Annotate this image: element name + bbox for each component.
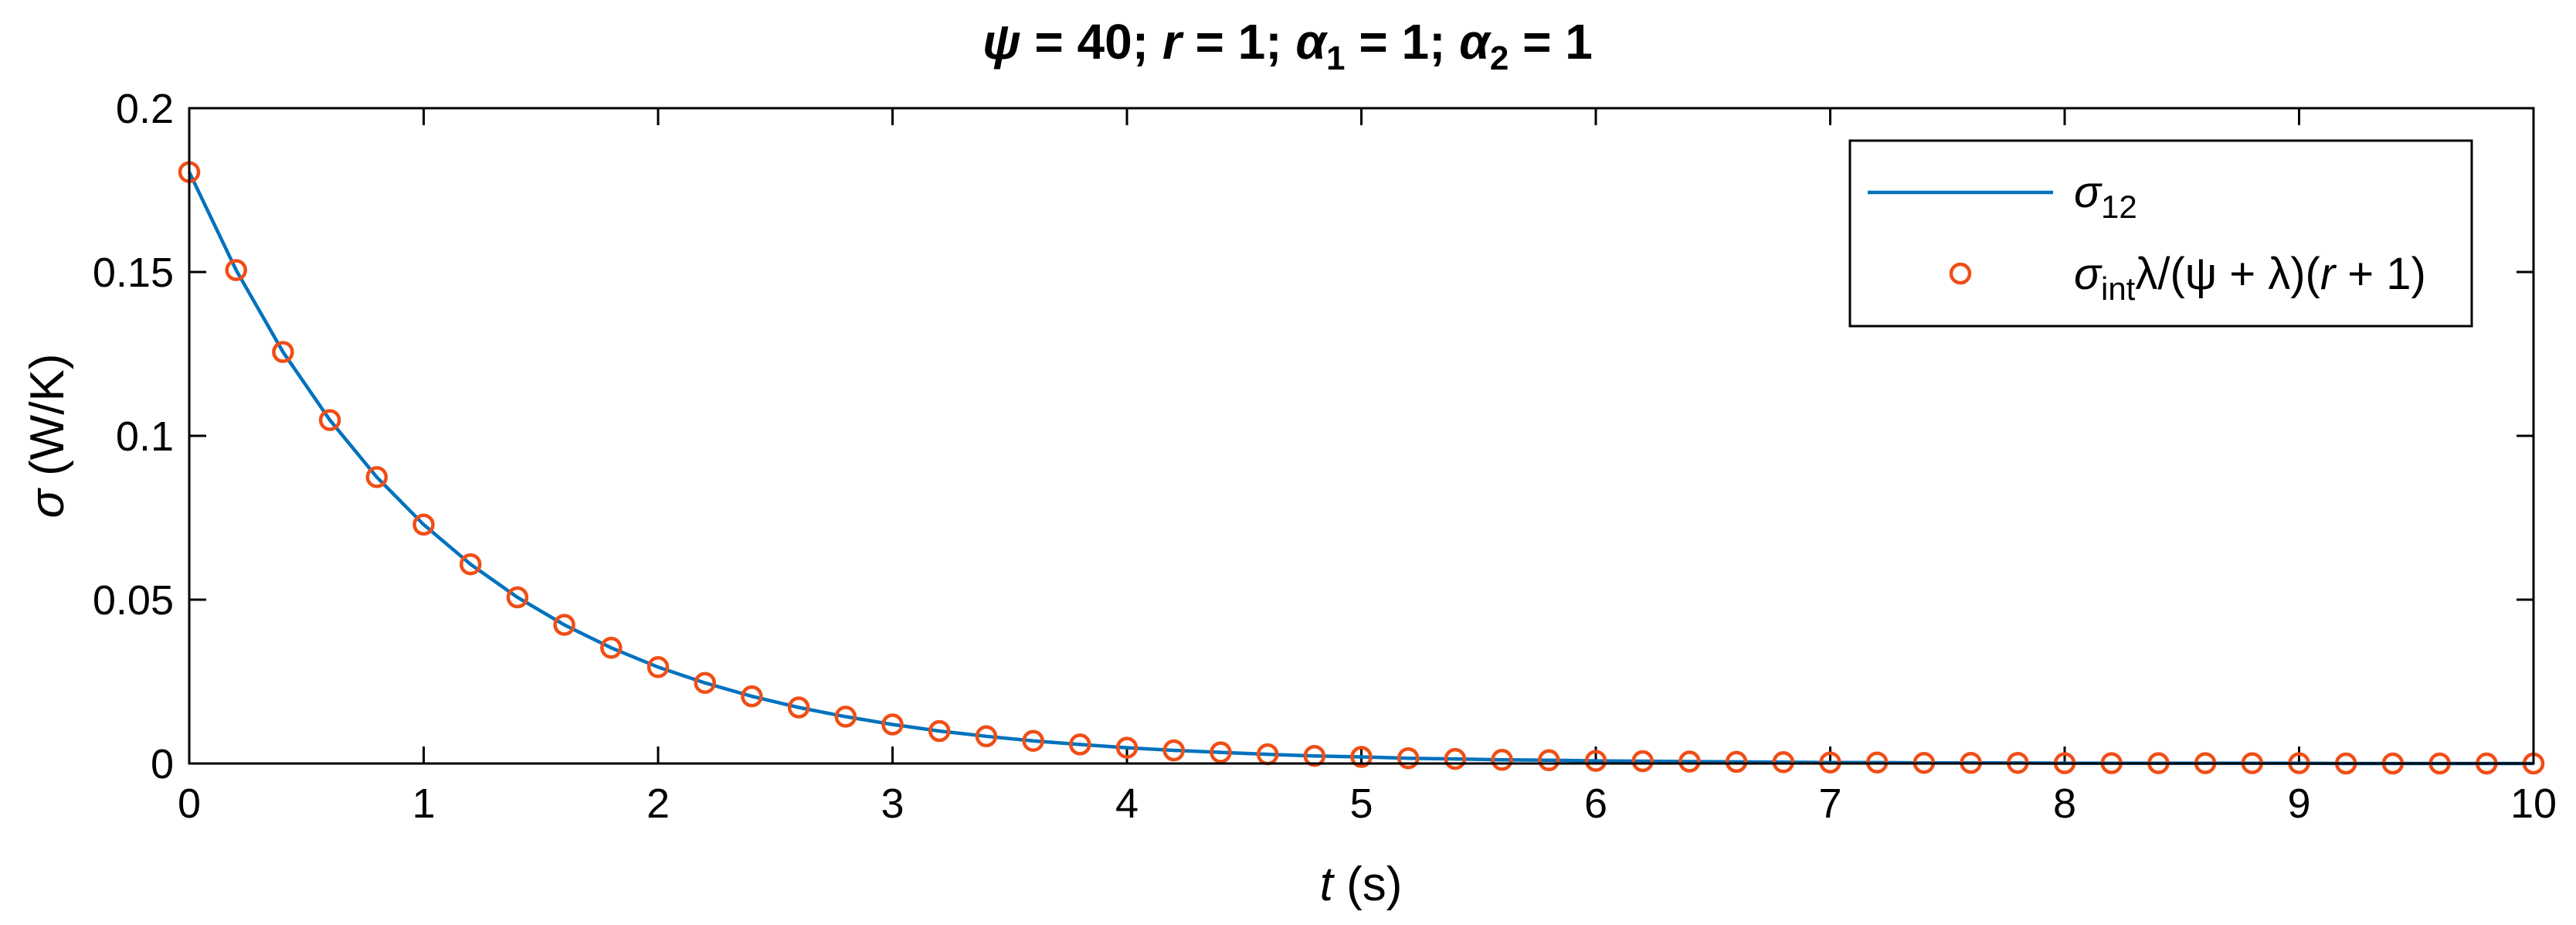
legend-box	[1848, 139, 2473, 328]
data-point	[1162, 739, 1185, 762]
data-point	[272, 341, 294, 363]
data-point	[1210, 741, 1232, 763]
y-axis-label: σ (W/K)	[21, 353, 74, 518]
data-point	[1115, 736, 1139, 759]
data-point	[928, 719, 951, 743]
chart-title: ψ = 40; r = 1; α1 = 1; α2 = 1	[983, 14, 1593, 77]
x-tick-label: 3	[881, 780, 904, 827]
data-point	[1725, 750, 1748, 774]
data-point	[318, 409, 341, 431]
data-point	[1069, 733, 1091, 756]
data-point	[553, 614, 575, 636]
legend-label-sigma-int: σintλ/(ψ + λ)(r + 1)	[2074, 249, 2426, 307]
data-point	[787, 696, 810, 719]
x-tick-label: 4	[1115, 780, 1139, 827]
data-point	[694, 672, 716, 694]
data-point	[506, 586, 529, 609]
x-tick-label: 7	[1818, 780, 1841, 827]
legend-label-sigma12: σ12	[2074, 167, 2137, 225]
y-tick-label: 0.1	[116, 413, 174, 460]
data-point	[1538, 749, 1560, 772]
x-tick-label: 6	[1584, 780, 1607, 827]
legend-marker-sample	[1949, 262, 1972, 285]
axes-box	[188, 107, 2535, 765]
data-point	[647, 656, 670, 678]
x-axis-label: t (s)	[1320, 858, 1403, 911]
data-point	[1350, 746, 1373, 768]
x-tick-label: 2	[647, 780, 670, 827]
x-tick-label: 10	[2510, 780, 2557, 827]
y-tick-label: 0.15	[93, 250, 174, 296]
data-point	[225, 259, 247, 281]
data-point	[834, 706, 857, 728]
data-point	[1631, 750, 1654, 773]
data-point	[1444, 747, 1467, 770]
data-point	[1772, 751, 1795, 774]
data-point	[1678, 750, 1701, 773]
x-tick-label: 0	[178, 780, 201, 827]
data-point	[365, 466, 389, 488]
data-point	[1584, 750, 1607, 772]
x-tick-labels: 0 1 2 3 4 5 6 7 8 9 10	[178, 780, 2557, 827]
data-point	[881, 713, 904, 736]
data-point	[1491, 749, 1513, 771]
x-tick-label: 5	[1349, 780, 1373, 827]
data-point	[600, 637, 623, 659]
data-point	[1397, 746, 1420, 770]
y-tick-label: 0.2	[116, 86, 174, 132]
data-point	[1303, 744, 1326, 767]
data-point	[1022, 729, 1044, 752]
data-point	[412, 513, 435, 536]
data-point	[975, 725, 998, 748]
data-point	[459, 553, 482, 576]
data-point	[741, 685, 763, 708]
x-tick-label: 9	[2287, 780, 2310, 827]
x-tick-label: 8	[2053, 780, 2076, 827]
legend: σ12 σintλ/(ψ + λ)(r + 1)	[1848, 139, 2473, 328]
y-tick-label: 0	[151, 741, 174, 787]
y-tick-labels: 0 0.05 0.1 0.15 0.2	[93, 86, 174, 787]
y-tick-label: 0.05	[93, 577, 174, 624]
x-tick-label: 1	[412, 780, 435, 827]
